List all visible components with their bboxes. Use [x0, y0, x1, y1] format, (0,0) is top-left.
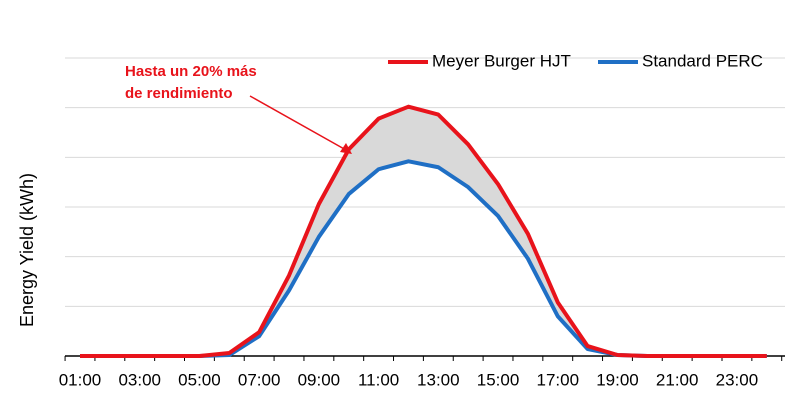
- legend-label: Standard PERC: [642, 51, 763, 70]
- x-tick-label: 15:00: [477, 370, 520, 389]
- annotation-arrow: [249, 95, 347, 151]
- fill-between: [80, 106, 767, 356]
- x-tick-label: 07:00: [238, 370, 281, 389]
- x-tick-label: 09:00: [298, 370, 341, 389]
- series-line: [80, 104, 767, 358]
- annotation-arrowhead: [340, 143, 352, 154]
- legend-label: Meyer Burger HJT: [432, 51, 571, 70]
- x-tick-label: 19:00: [596, 370, 639, 389]
- annotation: de rendimiento: [125, 85, 233, 102]
- x-tick-label: 05:00: [178, 370, 221, 389]
- y-axis-label: Energy Yield (kWh): [17, 173, 37, 327]
- x-tick-label: 01:00: [59, 370, 102, 389]
- x-tick-label: 21:00: [656, 370, 699, 389]
- annotation: Hasta un 20% más: [125, 63, 257, 80]
- series-line: [80, 159, 767, 358]
- x-tick-label: 03:00: [118, 370, 161, 389]
- x-tick-label: 13:00: [417, 370, 460, 389]
- x-tick-label: 23:00: [716, 370, 759, 389]
- x-tick-label: 17:00: [536, 370, 579, 389]
- x-tick-label: 11:00: [358, 370, 399, 389]
